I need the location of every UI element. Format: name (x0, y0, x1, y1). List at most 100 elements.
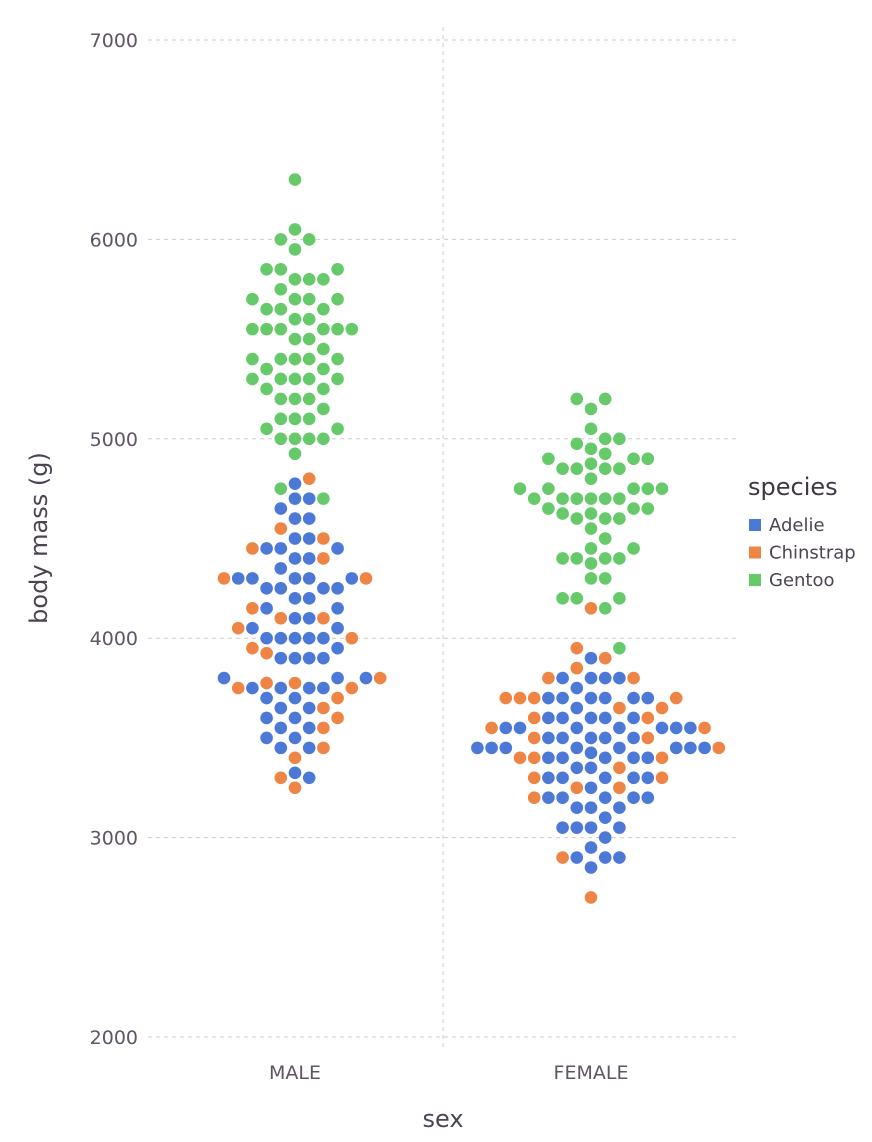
data-point-gentoo (302, 332, 316, 346)
data-point-adelie (598, 751, 612, 765)
data-point-gentoo (598, 532, 612, 545)
data-point-adelie (260, 582, 273, 595)
data-point-gentoo (274, 352, 288, 366)
data-point-adelie (684, 721, 697, 735)
data-point-chinstrap (302, 472, 316, 485)
data-point-gentoo (627, 452, 640, 466)
data-point-adelie (331, 641, 344, 655)
data-point-chinstrap (698, 721, 711, 735)
data-point-gentoo (598, 447, 612, 461)
data-point-adelie (598, 711, 612, 725)
data-point-adelie (260, 601, 273, 615)
data-point-adelie (274, 582, 288, 595)
data-point-chinstrap (331, 691, 344, 705)
x-tick-label: MALE (269, 1062, 321, 1084)
data-point-chinstrap (288, 781, 302, 795)
data-point-adelie (584, 821, 598, 834)
data-point-adelie (598, 771, 612, 785)
data-point-chinstrap (274, 611, 288, 625)
data-point-chinstrap (527, 711, 541, 725)
data-point-adelie (542, 791, 555, 805)
data-point-adelie (641, 771, 655, 785)
data-point-adelie (570, 821, 584, 834)
data-point-chinstrap (317, 532, 330, 545)
data-point-adelie (231, 572, 245, 585)
data-point-chinstrap (655, 751, 669, 765)
x-axis-title: sex (422, 1105, 463, 1133)
data-point-adelie (598, 731, 612, 745)
data-point-adelie (499, 741, 513, 755)
data-point-chinstrap (288, 751, 302, 765)
data-point-gentoo (288, 447, 302, 461)
data-point-adelie (302, 721, 316, 735)
data-point-adelie (598, 791, 612, 805)
data-point-adelie (584, 691, 598, 705)
data-point-adelie (627, 691, 640, 705)
data-point-adelie (598, 831, 612, 844)
data-point-gentoo (584, 557, 598, 570)
data-point-gentoo (317, 432, 330, 446)
data-point-chinstrap (570, 641, 584, 655)
data-point-adelie (317, 582, 330, 595)
data-point-chinstrap (712, 741, 726, 755)
data-point-gentoo (260, 382, 273, 396)
legend-title: species (748, 473, 838, 501)
data-point-adelie (556, 711, 569, 725)
data-point-chinstrap (260, 646, 273, 660)
data-point-adelie (288, 492, 302, 505)
data-point-adelie (260, 711, 273, 725)
data-point-gentoo (598, 572, 612, 585)
data-point-chinstrap (231, 681, 245, 695)
data-point-adelie (331, 542, 344, 555)
data-point-adelie (542, 771, 555, 785)
data-point-gentoo (527, 492, 541, 505)
data-point-gentoo (288, 223, 302, 236)
data-point-gentoo (598, 392, 612, 406)
data-point-adelie (274, 701, 288, 715)
data-point-gentoo (288, 312, 302, 326)
data-point-chinstrap (317, 552, 330, 565)
data-point-adelie (274, 631, 288, 645)
data-point-chinstrap (527, 791, 541, 805)
data-point-gentoo (288, 243, 302, 256)
data-point-gentoo (556, 552, 569, 565)
data-point-chinstrap (613, 701, 626, 715)
data-point-adelie (669, 721, 683, 735)
y-tick-label: 6000 (90, 229, 138, 251)
data-point-adelie (598, 811, 612, 824)
data-point-gentoo (302, 432, 316, 446)
data-point-gentoo (302, 312, 316, 326)
data-point-adelie (627, 731, 640, 745)
data-point-gentoo (288, 392, 302, 406)
data-point-adelie (288, 532, 302, 545)
data-point-adelie (302, 741, 316, 755)
data-point-chinstrap (317, 701, 330, 715)
data-point-gentoo (274, 482, 288, 495)
data-point-adelie (570, 701, 584, 715)
data-point-gentoo (260, 322, 273, 336)
data-point-adelie (499, 721, 513, 735)
data-point-adelie (584, 761, 598, 775)
data-point-gentoo (246, 292, 259, 306)
data-point-gentoo (641, 482, 655, 495)
data-point-gentoo (598, 462, 612, 476)
data-point-chinstrap (217, 572, 231, 585)
data-point-gentoo (260, 362, 273, 376)
data-point-adelie (288, 512, 302, 525)
legend-swatch-gentoo (749, 574, 761, 586)
data-point-adelie (542, 731, 555, 745)
data-point-chinstrap (246, 641, 259, 655)
data-point-adelie (584, 651, 598, 665)
data-point-adelie (584, 801, 598, 814)
data-point-gentoo (570, 462, 584, 476)
data-point-gentoo (288, 332, 302, 346)
data-point-adelie (669, 741, 683, 755)
data-point-adelie (584, 861, 598, 874)
data-point-adelie (598, 691, 612, 705)
data-point-adelie (288, 631, 302, 645)
data-point-adelie (556, 821, 569, 834)
data-point-gentoo (317, 342, 330, 356)
data-point-adelie (542, 751, 555, 765)
data-point-gentoo (246, 352, 259, 366)
data-point-adelie (302, 572, 316, 585)
